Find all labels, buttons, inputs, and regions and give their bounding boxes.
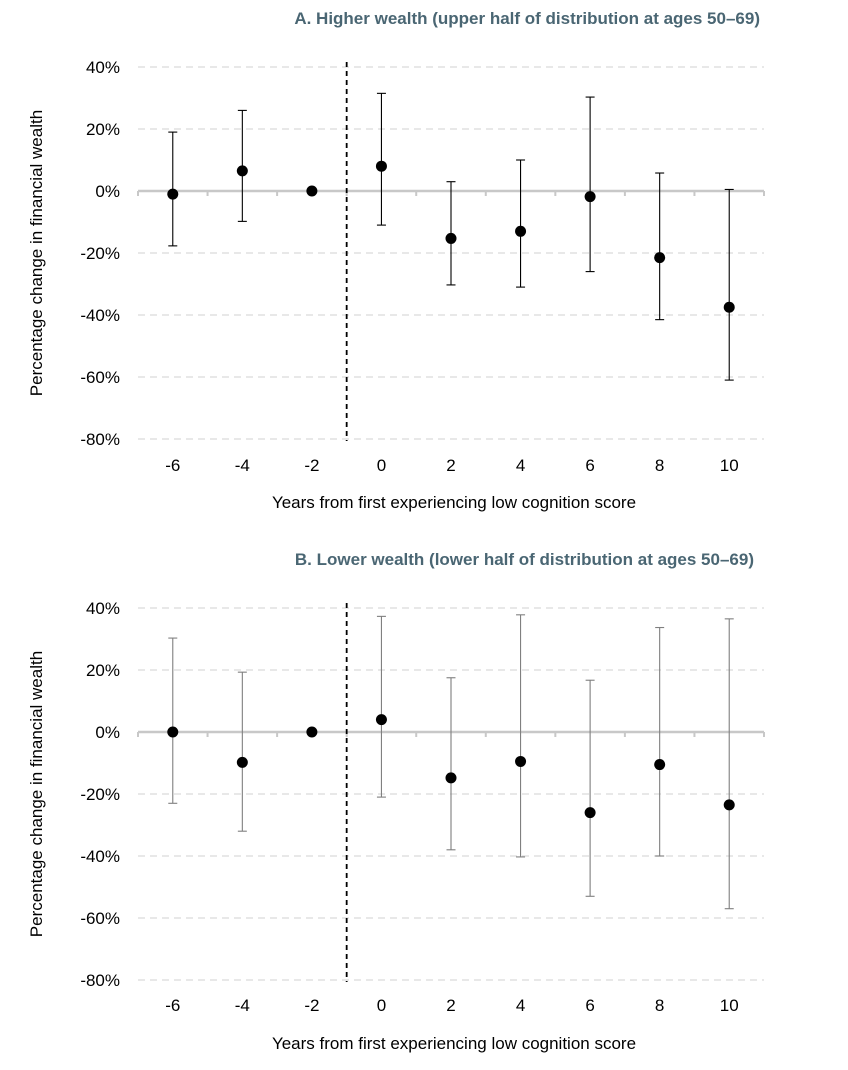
data-point: [167, 188, 179, 200]
x-tick-label: 6: [585, 456, 594, 475]
error-bar: [585, 679, 595, 897]
chart-title: A. Higher wealth (upper half of distribu…: [294, 9, 760, 28]
x-axis-label: Years from first experiencing low cognit…: [272, 493, 636, 512]
x-tick-label: 2: [446, 456, 455, 475]
x-tick-label: 2: [446, 996, 455, 1015]
x-tick-label: -2: [304, 996, 319, 1015]
data-point: [515, 225, 527, 237]
x-tick-label: 4: [516, 996, 525, 1015]
data-point: [584, 191, 596, 203]
y-tick-label: -40%: [80, 847, 120, 866]
data-point: [445, 232, 457, 244]
x-tick-label: 8: [655, 996, 664, 1015]
error-bar: [516, 159, 526, 288]
data-point: [236, 165, 248, 177]
x-tick-label: 10: [720, 996, 739, 1015]
y-tick-label: 20%: [86, 120, 120, 139]
error-bar: [168, 637, 178, 804]
x-tick-label: 6: [585, 996, 594, 1015]
y-tick-label: -20%: [80, 244, 120, 263]
data-point: [515, 755, 527, 767]
error-bar: [724, 618, 734, 910]
data-point: [654, 252, 666, 264]
error-bar: [446, 677, 456, 851]
chart-a: A. Higher wealth (upper half of distribu…: [27, 9, 765, 512]
y-tick-label: 0%: [95, 723, 120, 742]
y-axis-label: Percentage change in financial wealth: [27, 110, 46, 396]
error-bar: [516, 614, 526, 858]
x-tick-label: -6: [165, 996, 180, 1015]
y-tick-label: 40%: [86, 599, 120, 618]
error-bar: [585, 96, 595, 273]
data-point: [445, 772, 457, 784]
error-bar: [237, 671, 247, 832]
x-tick-label: -4: [235, 996, 250, 1015]
error-bar: [724, 188, 734, 381]
data-point: [375, 160, 387, 172]
data-point: [306, 185, 318, 197]
y-axis-label: Percentage change in financial wealth: [27, 651, 46, 937]
x-tick-label: 0: [377, 456, 386, 475]
x-tick-label: 4: [516, 456, 525, 475]
error-bar: [376, 92, 386, 226]
data-point: [654, 759, 666, 771]
data-point: [723, 799, 735, 811]
x-tick-label: 10: [720, 456, 739, 475]
data-point: [375, 714, 387, 726]
y-tick-label: -80%: [80, 971, 120, 990]
y-tick-label: 20%: [86, 661, 120, 680]
y-tick-label: -20%: [80, 785, 120, 804]
y-tick-label: -40%: [80, 306, 120, 325]
data-point: [723, 301, 735, 313]
data-point: [236, 756, 248, 768]
y-tick-label: -60%: [80, 909, 120, 928]
chart-b: B. Lower wealth (lower half of distribut…: [27, 550, 765, 1053]
y-tick-label: -80%: [80, 430, 120, 449]
y-tick-label: 40%: [86, 58, 120, 77]
data-point: [584, 807, 596, 819]
chart-title: B. Lower wealth (lower half of distribut…: [295, 550, 754, 569]
y-tick-label: -60%: [80, 368, 120, 387]
error-bar: [376, 615, 386, 798]
x-tick-label: -2: [304, 456, 319, 475]
error-bar: [655, 626, 665, 857]
x-tick-label: 0: [377, 996, 386, 1015]
data-point: [306, 726, 318, 738]
y-tick-label: 0%: [95, 182, 120, 201]
error-bar: [655, 172, 665, 321]
x-tick-label: -4: [235, 456, 250, 475]
x-tick-label: -6: [165, 456, 180, 475]
x-axis-label: Years from first experiencing low cognit…: [272, 1034, 636, 1053]
data-point: [167, 726, 179, 738]
x-tick-label: 8: [655, 456, 664, 475]
